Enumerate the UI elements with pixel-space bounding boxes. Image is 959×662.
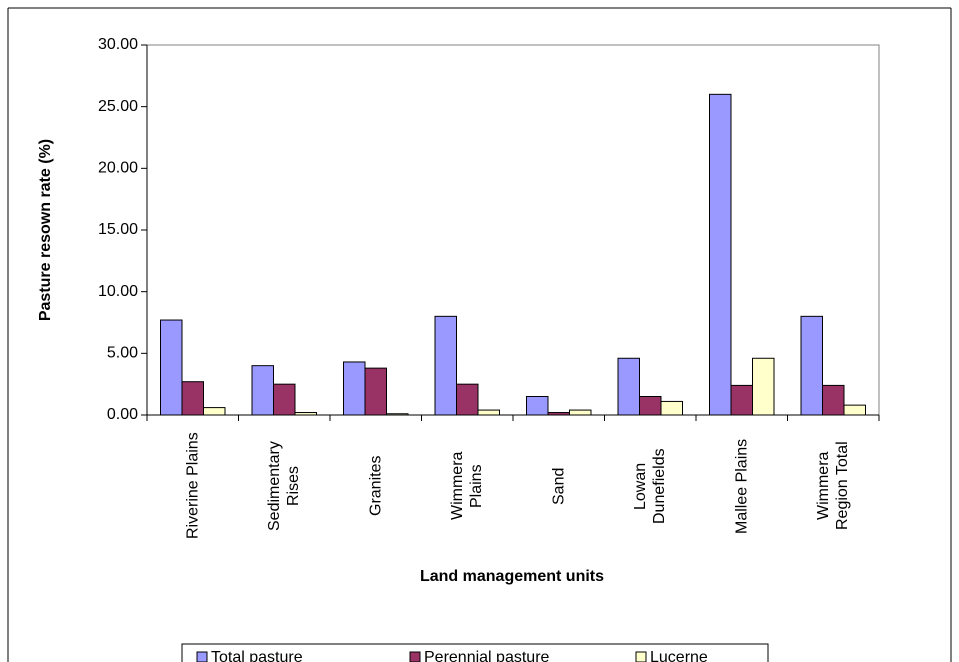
x-tick-label: Wimmera Region Total (815, 441, 852, 531)
y-tick-label: 5.00 (107, 345, 138, 362)
bar (617, 357, 640, 416)
legend-box (181, 643, 769, 662)
bar (800, 315, 823, 416)
bar (434, 315, 457, 416)
y-tick-label: 0.00 (107, 406, 138, 423)
x-tick-label: Wimmera Plains (449, 451, 486, 521)
bar (251, 365, 274, 416)
x-tick-label: Mallee Plains (733, 438, 751, 534)
y-tick-label: 15.00 (98, 221, 138, 238)
bar (822, 384, 845, 416)
legend-label: Perennial pasture (424, 649, 550, 662)
bar (752, 357, 775, 416)
bar (639, 396, 662, 416)
bar (526, 396, 549, 416)
bar (343, 361, 366, 416)
bar (843, 404, 866, 416)
bar (569, 409, 592, 416)
bar (160, 319, 183, 416)
legend-swatch (409, 651, 421, 662)
bar (273, 383, 296, 416)
bar (181, 381, 204, 416)
x-tick-label: Lowan Dunefields (632, 448, 669, 524)
legend-swatch (196, 651, 208, 662)
x-tick-label: Granites (367, 455, 385, 517)
x-tick-label: Sedimentary Rises (266, 441, 303, 531)
y-tick-label: 25.00 (98, 98, 138, 115)
x-tick-label: Sand (550, 467, 568, 505)
legend-label: Lucerne (650, 649, 708, 662)
y-tick-label: 30.00 (98, 36, 138, 53)
x-tick-label: Riverine Plains (184, 432, 202, 540)
bar (456, 383, 479, 416)
y-tick-label: 10.00 (98, 283, 138, 300)
bar (477, 409, 500, 416)
legend-label: Total pasture (211, 649, 303, 662)
y-axis-title: Pasture resown rate (%) (37, 139, 54, 321)
legend-swatch (635, 651, 647, 662)
y-tick-label: 20.00 (98, 160, 138, 177)
x-axis-title: Land management units (420, 568, 604, 585)
bar (730, 384, 753, 416)
bar (660, 400, 683, 416)
bar (709, 93, 732, 416)
bar (364, 367, 387, 416)
bar (203, 407, 226, 416)
